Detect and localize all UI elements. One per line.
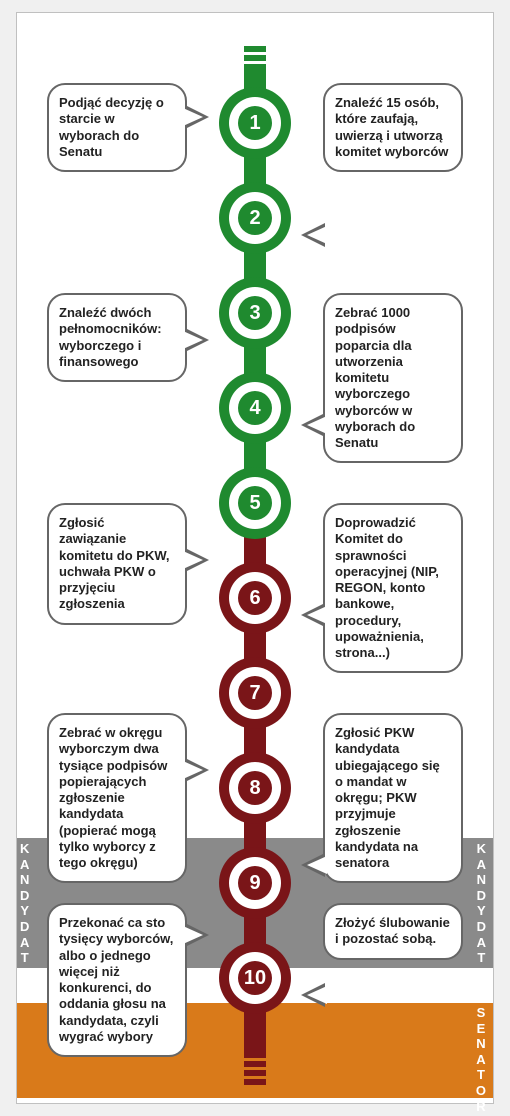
vertical-label: KANDYDAT xyxy=(477,841,490,966)
step-bubble-1: Podjąć decyzję o starcie w wyborach do S… xyxy=(47,83,187,172)
vertical-label: SENATOR xyxy=(476,1005,490,1114)
step-bubble-8: Zgłosić PKW kandydata ubiegającego się o… xyxy=(323,713,463,883)
step-bubble-5: Zgłosić zawiązanie komitetu do PKW, uchw… xyxy=(47,503,187,625)
step-node-8: 8 xyxy=(219,752,291,824)
step-bubble-6: Doprowadzić Komitet do sprawności operac… xyxy=(323,503,463,673)
step-number: 3 xyxy=(238,296,272,330)
step-node-5: 5 xyxy=(219,467,291,539)
step-bubble-4: Zebrać 1000 podpisów poparcia dla utworz… xyxy=(323,293,463,463)
step-number: 2 xyxy=(238,201,272,235)
step-node-6: 6 xyxy=(219,562,291,634)
step-bubble-10: Złożyć ślubowanie i pozostać sobą. xyxy=(323,903,463,960)
vertical-label: KANDYDAT xyxy=(20,841,33,966)
step-node-3: 3 xyxy=(219,277,291,349)
step-number: 8 xyxy=(238,771,272,805)
step-node-9: 9 xyxy=(219,847,291,919)
step-bubble-2: Znaleźć 15 osób, które zaufają, uwierzą … xyxy=(323,83,463,172)
top-dashes xyxy=(244,43,266,73)
step-node-4: 4 xyxy=(219,372,291,444)
step-bubble-9: Przekonać ca sto tysięcy wyborców, albo … xyxy=(47,903,187,1057)
step-number: 9 xyxy=(238,866,272,900)
step-bubble-3: Znaleźć dwóch pełnomocników: wyborczego … xyxy=(47,293,187,382)
step-number: 7 xyxy=(238,676,272,710)
bottom-dashes xyxy=(244,1058,266,1088)
step-number: 4 xyxy=(238,391,272,425)
step-number: 10 xyxy=(238,961,272,995)
step-number: 5 xyxy=(238,486,272,520)
step-number: 1 xyxy=(238,106,272,140)
step-node-10: 10 xyxy=(219,942,291,1014)
step-number: 6 xyxy=(238,581,272,615)
step-node-7: 7 xyxy=(219,657,291,729)
step-bubble-7: Zebrać w okręgu wyborczym dwa tysiące po… xyxy=(47,713,187,883)
step-node-2: 2 xyxy=(219,182,291,254)
infographic-canvas: 1 2 3 4 5 6 7 8 9 10 Podjąć decyzję o starcie w w… xyxy=(16,12,494,1104)
step-node-1: 1 xyxy=(219,87,291,159)
